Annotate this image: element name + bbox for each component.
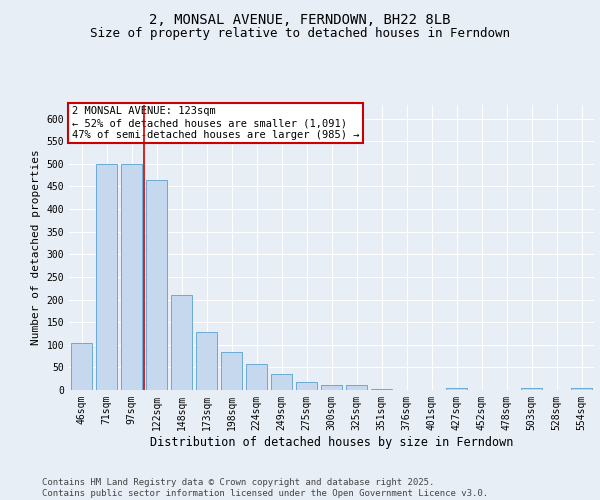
Text: 2, MONSAL AVENUE, FERNDOWN, BH22 8LB: 2, MONSAL AVENUE, FERNDOWN, BH22 8LB bbox=[149, 12, 451, 26]
Bar bbox=[521, 388, 542, 390]
Text: Size of property relative to detached houses in Ferndown: Size of property relative to detached ho… bbox=[90, 28, 510, 40]
Bar bbox=[146, 180, 167, 390]
Bar bbox=[446, 388, 467, 390]
Bar bbox=[321, 386, 342, 390]
Bar bbox=[96, 164, 117, 390]
Bar bbox=[296, 382, 317, 390]
Text: Contains HM Land Registry data © Crown copyright and database right 2025.
Contai: Contains HM Land Registry data © Crown c… bbox=[42, 478, 488, 498]
Y-axis label: Number of detached properties: Number of detached properties bbox=[31, 150, 41, 346]
Bar bbox=[571, 388, 592, 390]
Bar bbox=[246, 364, 267, 390]
Bar bbox=[71, 342, 92, 390]
Bar bbox=[196, 332, 217, 390]
Bar bbox=[271, 374, 292, 390]
Bar bbox=[371, 388, 392, 390]
Bar bbox=[221, 352, 242, 390]
Bar bbox=[346, 386, 367, 390]
X-axis label: Distribution of detached houses by size in Ferndown: Distribution of detached houses by size … bbox=[150, 436, 513, 448]
Bar bbox=[121, 164, 142, 390]
Bar bbox=[171, 295, 192, 390]
Text: 2 MONSAL AVENUE: 123sqm
← 52% of detached houses are smaller (1,091)
47% of semi: 2 MONSAL AVENUE: 123sqm ← 52% of detache… bbox=[71, 106, 359, 140]
